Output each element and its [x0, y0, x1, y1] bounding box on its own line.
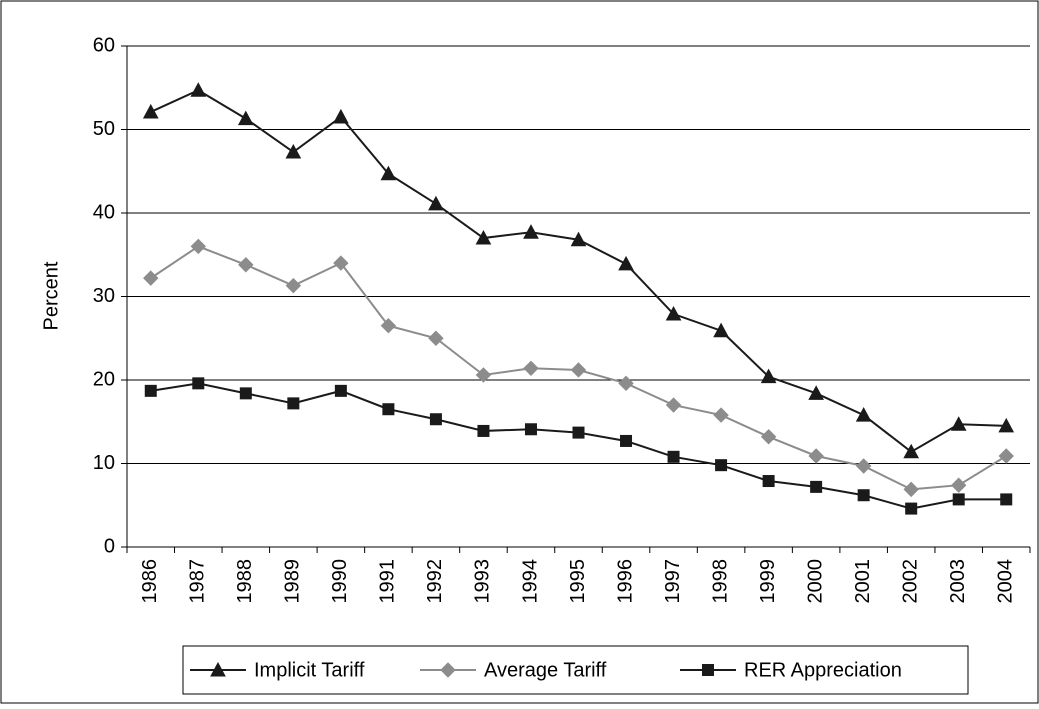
- data-point: [855, 458, 872, 474]
- data-point: [570, 362, 587, 378]
- data-point: [287, 397, 300, 410]
- legend-box: [182, 645, 969, 695]
- x-tick-label: 1993: [472, 559, 494, 604]
- data-point: [808, 448, 824, 464]
- x-tick-label: 1990: [329, 559, 351, 604]
- data-point: [285, 143, 302, 159]
- x-tick-label: 2004: [995, 559, 1017, 604]
- data-point: [524, 423, 537, 436]
- data-point: [380, 165, 397, 181]
- x-tick-label: 1995: [567, 559, 589, 604]
- data-point: [760, 368, 777, 384]
- data-point: [950, 416, 967, 431]
- x-tick-label: 2000: [804, 559, 826, 604]
- data-point: [428, 195, 444, 211]
- data-point: [239, 387, 252, 400]
- data-point: [952, 493, 965, 506]
- y-tick-label: 50: [93, 118, 115, 140]
- x-tick-label: 1987: [187, 559, 209, 604]
- data-point: [808, 385, 824, 400]
- y-tick-label: 10: [93, 452, 115, 474]
- legend-marker: [702, 664, 714, 676]
- data-point: [905, 502, 918, 515]
- data-point: [762, 475, 775, 488]
- data-point: [238, 257, 254, 273]
- data-point: [382, 403, 395, 416]
- data-point: [667, 450, 680, 463]
- y-tick-label: 0: [104, 535, 115, 557]
- data-point: [237, 110, 254, 126]
- legend-marker: [440, 662, 456, 678]
- data-point: [523, 360, 539, 377]
- legend-marker: [210, 661, 226, 677]
- data-point: [951, 477, 967, 493]
- data-point: [144, 384, 157, 397]
- data-point: [475, 367, 492, 383]
- data-point: [998, 448, 1014, 464]
- data-point: [760, 429, 777, 445]
- data-point: [428, 330, 444, 346]
- data-point: [380, 318, 397, 334]
- y-tick-label: 20: [93, 368, 115, 390]
- y-tick-label: 30: [93, 285, 115, 307]
- x-tick-label: 1992: [424, 559, 446, 604]
- x-tick-label: 1986: [139, 559, 161, 604]
- x-tick-label: 2002: [899, 559, 921, 604]
- data-point: [998, 417, 1015, 433]
- y-axis-label: Percent: [40, 261, 62, 330]
- data-point: [285, 277, 302, 294]
- data-point: [142, 103, 159, 119]
- data-point: [570, 231, 587, 247]
- data-point: [620, 434, 633, 447]
- data-point: [903, 443, 920, 459]
- data-point: [810, 480, 823, 493]
- x-tick-label: 2003: [947, 559, 969, 604]
- data-point: [665, 397, 682, 413]
- data-point: [1000, 493, 1013, 506]
- x-tick-label: 1999: [757, 559, 779, 604]
- data-point: [855, 407, 872, 422]
- data-point: [190, 238, 206, 255]
- x-tick-label: 1994: [519, 559, 541, 604]
- data-point: [618, 255, 634, 271]
- legend-label: Average Tariff: [484, 659, 607, 681]
- x-tick-label: 1989: [282, 559, 304, 604]
- legend-label: RER Appreciation: [744, 659, 902, 681]
- data-point: [903, 481, 919, 498]
- x-tick-label: 1991: [377, 559, 399, 604]
- data-point: [333, 255, 349, 271]
- data-point: [572, 426, 585, 439]
- data-point: [618, 375, 634, 392]
- legend-label: Implicit Tariff: [254, 659, 365, 681]
- data-point: [477, 424, 490, 437]
- x-tick-label: 1998: [709, 559, 731, 604]
- data-point: [429, 413, 442, 426]
- x-tick-label: 1997: [662, 559, 684, 604]
- data-point: [192, 377, 205, 390]
- data-point: [475, 229, 492, 245]
- x-tick-label: 1996: [614, 559, 636, 604]
- data-point: [713, 407, 729, 423]
- x-tick-label: 2001: [852, 559, 874, 604]
- y-tick-label: 40: [93, 201, 115, 223]
- data-point: [713, 322, 729, 338]
- data-point: [665, 305, 682, 321]
- y-tick-label: 60: [93, 34, 115, 56]
- data-point: [715, 459, 728, 472]
- data-point: [143, 270, 159, 286]
- data-point: [334, 384, 347, 397]
- x-tick-label: 1988: [234, 559, 256, 604]
- data-point: [523, 224, 539, 239]
- data-point: [333, 108, 349, 124]
- data-point: [190, 82, 207, 97]
- data-point: [857, 489, 870, 502]
